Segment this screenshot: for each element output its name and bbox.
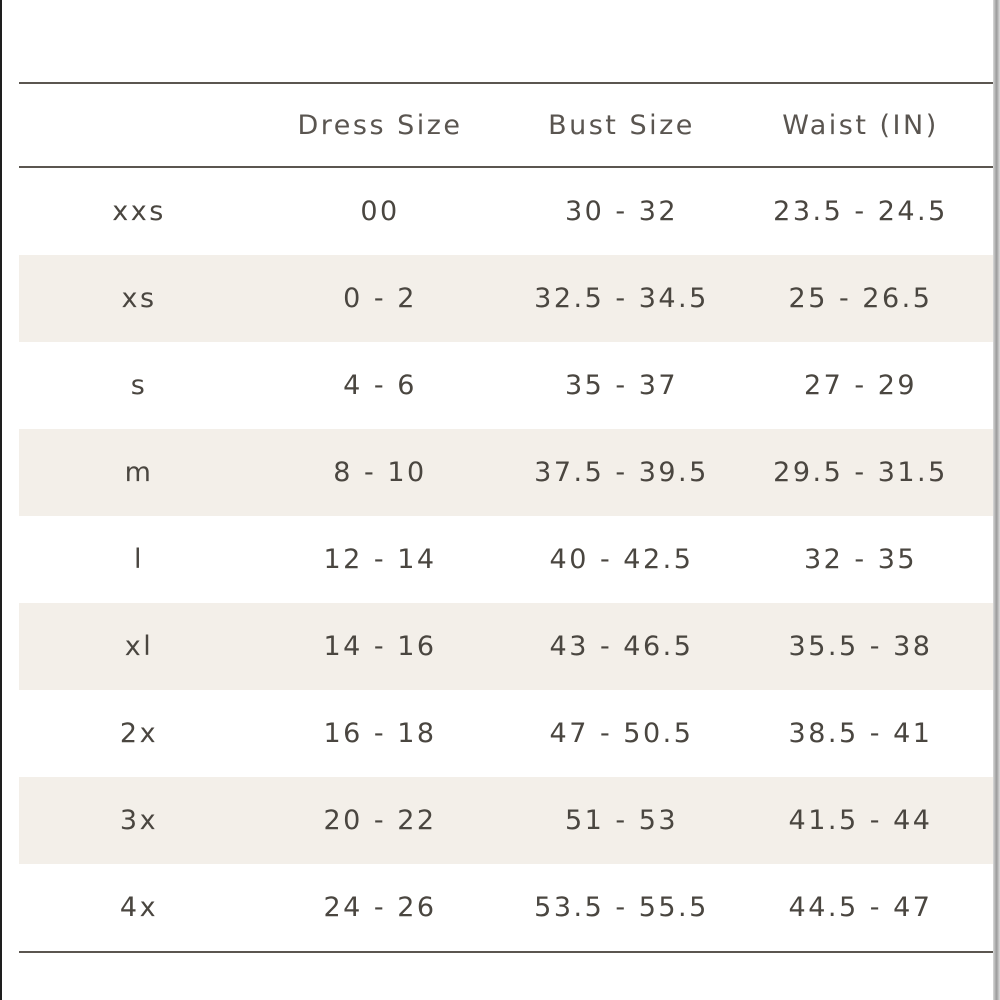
bust-size-cell: 32.5 - 34.5 — [501, 255, 742, 342]
dress-size-cell: 00 — [360, 196, 400, 227]
table-row: 3x 20 - 22 51 - 53 41.5 - 44 — [19, 777, 993, 864]
waist-cell: 23.5 - 24.5 — [773, 196, 948, 227]
table-row: m 8 - 10 37.5 - 39.5 29.5 - 31.5 — [19, 429, 993, 516]
size-cell: s — [130, 370, 148, 401]
size-cell: xxs — [112, 196, 166, 227]
header-size — [19, 83, 259, 168]
bust-size-cell: 30 - 32 — [564, 196, 679, 227]
size-cell: 3x — [19, 777, 259, 864]
size-cell: 2x — [119, 718, 159, 749]
table-row: xl 14 - 16 43 - 46.5 35.5 - 38 — [19, 603, 993, 690]
table-row: s 4 - 6 35 - 37 27 - 29 — [19, 342, 993, 429]
table-row: 2x 16 - 18 47 - 50.5 38.5 - 41 — [19, 690, 993, 777]
size-cell: l — [133, 544, 144, 575]
dress-size-cell: 24 - 26 — [323, 892, 437, 923]
bust-size-cell: 43 - 46.5 — [501, 603, 742, 690]
table-row: l 12 - 14 40 - 42.5 32 - 35 — [19, 516, 993, 603]
table-row: 4x 24 - 26 53.5 - 55.5 44.5 - 47 — [19, 864, 993, 952]
dress-size-cell: 8 - 10 — [259, 429, 501, 516]
bust-size-cell: 53.5 - 55.5 — [534, 892, 709, 923]
dress-size-cell: 4 - 6 — [343, 370, 417, 401]
size-cell: xl — [19, 603, 259, 690]
screen-left-edge — [0, 0, 2, 1000]
size-cell: 4x — [119, 892, 159, 923]
size-chart-table: Dress Size Bust Size Waist (IN) xxs 00 3… — [19, 82, 993, 953]
header-row: Dress Size Bust Size Waist (IN) — [19, 83, 993, 168]
waist-cell: 35.5 - 38 — [742, 603, 993, 690]
bust-size-cell: 37.5 - 39.5 — [501, 429, 742, 516]
bust-size-cell: 47 - 50.5 — [549, 718, 694, 749]
bust-size-cell: 40 - 42.5 — [549, 544, 694, 575]
size-cell: m — [19, 429, 259, 516]
size-cell: xs — [19, 255, 259, 342]
dress-size-cell: 14 - 16 — [259, 603, 501, 690]
header-dress-size: Dress Size — [259, 83, 501, 168]
waist-cell: 38.5 - 41 — [788, 718, 933, 749]
bust-size-cell: 35 - 37 — [564, 370, 679, 401]
waist-cell: 32 - 35 — [803, 544, 918, 575]
waist-cell: 27 - 29 — [803, 370, 918, 401]
dress-size-cell: 20 - 22 — [259, 777, 501, 864]
waist-cell: 41.5 - 44 — [742, 777, 993, 864]
waist-cell: 25 - 26.5 — [742, 255, 993, 342]
dress-size-cell: 0 - 2 — [259, 255, 501, 342]
waist-cell: 29.5 - 31.5 — [742, 429, 993, 516]
bust-size-cell: 51 - 53 — [501, 777, 742, 864]
header-bust-size: Bust Size — [501, 83, 742, 168]
table-row: xs 0 - 2 32.5 - 34.5 25 - 26.5 — [19, 255, 993, 342]
table-row: xxs 00 30 - 32 23.5 - 24.5 — [19, 167, 993, 255]
waist-cell: 44.5 - 47 — [788, 892, 933, 923]
dress-size-cell: 16 - 18 — [323, 718, 437, 749]
header-waist: Waist (IN) — [742, 83, 993, 168]
scrollbar[interactable] — [993, 0, 1000, 1000]
dress-size-cell: 12 - 14 — [323, 544, 437, 575]
